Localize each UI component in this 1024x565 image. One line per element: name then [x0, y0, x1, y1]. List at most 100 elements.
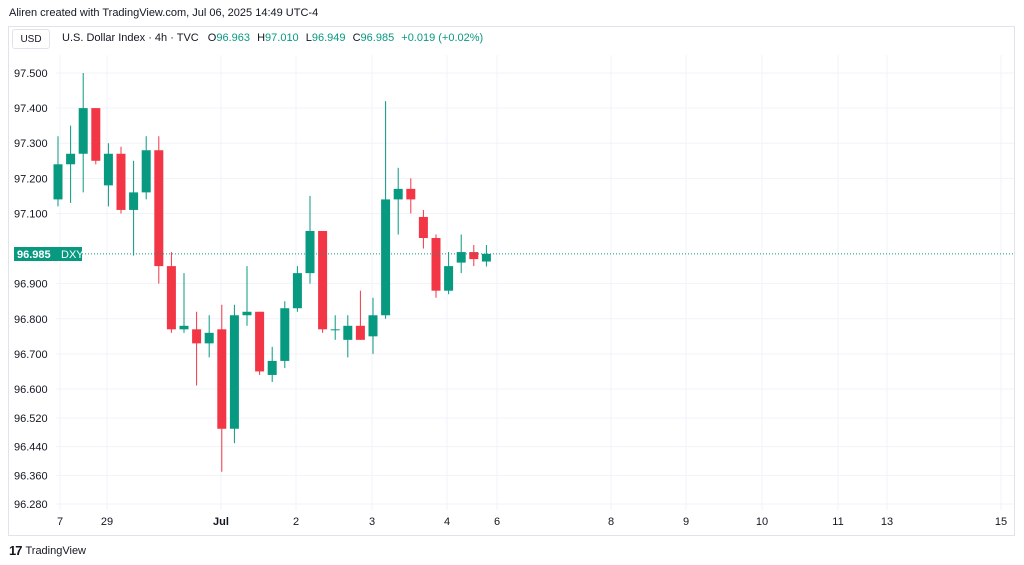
candle[interactable]: [141, 136, 151, 200]
price-axis: 97.500 97.400 97.300 97.200 97.100 96.900 96.8…: [14, 68, 48, 511]
y-tick-label: 97.500: [14, 68, 48, 80]
grid-lines: [56, 55, 1014, 510]
ohlc-legend: U.S. Dollar Index · 4h · TVC O96.963 H97…: [62, 32, 483, 44]
x-tick-label: 29: [101, 516, 113, 528]
candle[interactable]: [129, 160, 139, 256]
candle-body: [267, 360, 277, 375]
candle-body: [242, 311, 252, 316]
x-tick-label: 3: [369, 516, 375, 528]
low-value: 96.949: [311, 32, 346, 44]
candle-body: [418, 216, 428, 239]
high-key: H: [257, 32, 266, 44]
candle[interactable]: [267, 346, 277, 382]
candle-body: [431, 238, 441, 291]
candle[interactable]: [481, 245, 491, 267]
candle-body: [280, 308, 290, 361]
candle-body: [444, 266, 454, 291]
change-value: +0.019 (+0.02%): [401, 32, 484, 44]
candle[interactable]: [154, 136, 164, 284]
chart-frame: [8, 26, 1015, 536]
candle-body: [255, 311, 265, 372]
candle[interactable]: [456, 234, 466, 274]
candle[interactable]: [166, 252, 176, 333]
candle-body: [456, 252, 466, 263]
candle[interactable]: [393, 167, 403, 235]
y-tick-label: 97.100: [14, 208, 48, 220]
x-tick-label: Jul: [213, 516, 229, 528]
candle-body: [166, 266, 176, 330]
y-tick-label: 96.900: [14, 279, 48, 291]
price-tag-bg: [14, 247, 82, 261]
candle[interactable]: [318, 231, 328, 333]
candle[interactable]: [242, 266, 252, 326]
y-tick-label: 96.280: [14, 499, 48, 511]
x-tick-label: 4: [444, 516, 450, 528]
x-tick-label: 7: [57, 516, 63, 528]
candle-body: [318, 231, 328, 330]
candle-body: [393, 188, 403, 200]
candle-body: [91, 108, 101, 161]
symbol-label[interactable]: U.S. Dollar Index · 4h · TVC: [62, 32, 199, 44]
candle-body: [381, 199, 391, 316]
candle-body: [469, 252, 479, 260]
candle[interactable]: [91, 108, 101, 165]
candle[interactable]: [217, 304, 227, 472]
candle[interactable]: [229, 304, 239, 444]
y-tick-label: 97.400: [14, 103, 48, 115]
candle[interactable]: [330, 315, 340, 340]
candle[interactable]: [179, 273, 189, 333]
x-tick-label: 9: [683, 516, 689, 528]
close-value: 96.985: [360, 32, 395, 44]
candle[interactable]: [343, 315, 353, 358]
tradingview-logo[interactable]: 17 TradingView: [9, 543, 86, 558]
open-value: 96.963: [216, 32, 251, 44]
candle[interactable]: [406, 178, 416, 214]
chart-credit: Aliren created with TradingView.com, Jul…: [9, 7, 319, 19]
tradingview-mark-icon: 17: [9, 543, 23, 558]
candle[interactable]: [192, 311, 202, 386]
y-tick-label: 96.440: [14, 442, 48, 454]
candle[interactable]: [431, 234, 441, 298]
tradingview-brand: TradingView: [25, 544, 87, 557]
candle-body: [66, 153, 76, 165]
high-value: 97.010: [265, 32, 299, 44]
candle-body: [179, 325, 189, 330]
currency-button[interactable]: USD: [12, 29, 50, 49]
candle-body: [305, 231, 315, 274]
candle-body: [53, 164, 63, 200]
candle[interactable]: [418, 209, 428, 249]
candle[interactable]: [116, 146, 126, 214]
candle[interactable]: [103, 143, 113, 207]
x-tick-label: 15: [995, 516, 1007, 528]
candle[interactable]: [66, 125, 76, 203]
candle[interactable]: [368, 297, 378, 354]
low-key: L: [305, 32, 312, 44]
price-tag: 96.985 DXY: [14, 247, 84, 261]
candle[interactable]: [444, 252, 454, 295]
candle-body: [292, 273, 302, 309]
candle[interactable]: [53, 136, 63, 207]
candle[interactable]: [204, 315, 214, 358]
candle[interactable]: [255, 311, 265, 375]
x-tick-label: 10: [756, 516, 768, 528]
candle[interactable]: [469, 245, 479, 267]
candle[interactable]: [381, 101, 391, 319]
y-tick-label: 96.520: [14, 413, 48, 425]
candle[interactable]: [78, 73, 88, 193]
y-tick-label: 96.360: [14, 470, 48, 482]
y-tick-label: 96.700: [14, 349, 48, 361]
candle-body: [330, 329, 340, 331]
candle-body: [204, 332, 214, 344]
candle-body: [368, 315, 378, 337]
candle-body: [192, 329, 202, 344]
candle[interactable]: [292, 266, 302, 312]
y-tick-label: 97.300: [14, 138, 48, 150]
candle[interactable]: [305, 195, 315, 284]
y-tick-label: 97.200: [14, 173, 48, 185]
open-key: O: [207, 32, 217, 44]
candle[interactable]: [355, 290, 365, 340]
candle[interactable]: [280, 301, 290, 368]
candle-body: [343, 325, 353, 340]
x-tick-label: 11: [832, 516, 843, 528]
